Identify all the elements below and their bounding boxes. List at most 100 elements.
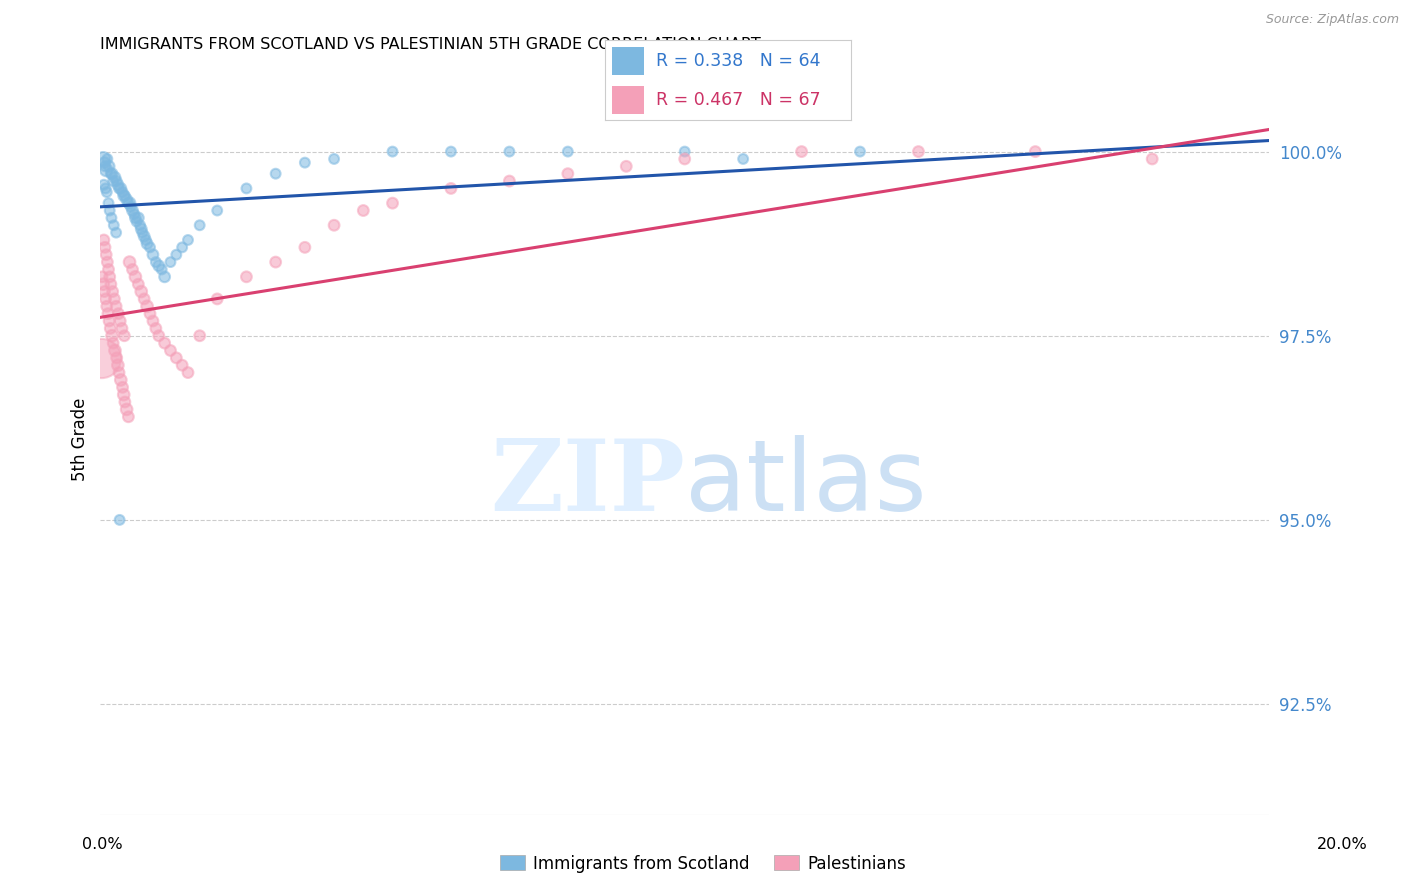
Point	[145, 255, 167, 269]
Point	[103, 219, 125, 233]
Point	[93, 233, 115, 247]
Point	[177, 366, 200, 380]
Point	[129, 219, 152, 233]
Point	[111, 185, 134, 199]
Point	[188, 219, 211, 233]
Point	[134, 292, 156, 306]
Point	[97, 307, 120, 321]
Point	[96, 299, 118, 313]
Point	[96, 152, 118, 166]
Point	[117, 196, 139, 211]
Point	[93, 178, 115, 192]
Point	[145, 321, 167, 335]
Point	[294, 240, 316, 254]
Point	[557, 167, 579, 181]
Text: 0.0%: 0.0%	[83, 838, 122, 852]
Point	[101, 285, 124, 299]
Point	[440, 145, 463, 159]
Point	[101, 328, 124, 343]
Point	[97, 262, 120, 277]
Point	[121, 262, 143, 277]
Point	[117, 409, 139, 424]
Point	[177, 233, 200, 247]
Point	[110, 314, 132, 328]
Point	[108, 513, 131, 527]
Text: Source: ZipAtlas.com: Source: ZipAtlas.com	[1265, 13, 1399, 27]
Point	[1024, 145, 1046, 159]
Point	[112, 328, 135, 343]
Point	[148, 259, 170, 273]
Point	[498, 145, 520, 159]
Point	[125, 214, 148, 228]
Point	[136, 236, 159, 251]
Point	[107, 178, 129, 192]
Point	[172, 240, 194, 254]
Point	[124, 269, 146, 284]
Text: R = 0.338   N = 64: R = 0.338 N = 64	[657, 52, 821, 70]
Text: ZIP: ZIP	[489, 435, 685, 533]
Point	[103, 336, 125, 351]
Point	[127, 211, 149, 225]
Point	[105, 174, 128, 188]
Point	[135, 233, 157, 247]
Point	[103, 174, 125, 188]
Point	[114, 188, 136, 202]
Point	[118, 196, 141, 211]
Point	[323, 219, 346, 233]
Point	[104, 170, 127, 185]
Point	[111, 321, 134, 335]
Point	[114, 395, 136, 409]
Point	[440, 181, 463, 195]
Legend: Immigrants from Scotland, Palestinians: Immigrants from Scotland, Palestinians	[494, 848, 912, 880]
Point	[235, 181, 257, 195]
Point	[105, 351, 128, 365]
Point	[98, 314, 121, 328]
Point	[142, 248, 165, 262]
Point	[148, 328, 170, 343]
Point	[98, 321, 121, 335]
Point	[139, 240, 162, 254]
Point	[101, 167, 124, 181]
Point	[188, 328, 211, 343]
Point	[110, 181, 132, 195]
Point	[150, 262, 173, 277]
Point	[115, 402, 138, 417]
Text: atlas: atlas	[685, 435, 927, 533]
Point	[849, 145, 872, 159]
Point	[264, 167, 287, 181]
Point	[91, 152, 114, 166]
Point	[205, 292, 228, 306]
Point	[96, 255, 118, 269]
Point	[1140, 152, 1163, 166]
Point	[108, 181, 131, 195]
Point	[98, 203, 121, 218]
Point	[381, 196, 404, 211]
Point	[557, 145, 579, 159]
Point	[91, 269, 114, 284]
Point	[136, 299, 159, 313]
Point	[100, 211, 122, 225]
Point	[172, 358, 194, 372]
Point	[97, 196, 120, 211]
Point	[104, 343, 127, 358]
Point	[159, 255, 181, 269]
Point	[129, 285, 152, 299]
Point	[673, 152, 696, 166]
Point	[90, 351, 112, 365]
Point	[127, 277, 149, 292]
Point	[96, 248, 118, 262]
Point	[122, 207, 145, 221]
Point	[103, 292, 125, 306]
Point	[235, 269, 257, 284]
Point	[205, 203, 228, 218]
Point	[294, 155, 316, 169]
Point	[98, 159, 121, 173]
Point	[790, 145, 813, 159]
Point	[614, 159, 637, 173]
Text: IMMIGRANTS FROM SCOTLAND VS PALESTINIAN 5TH GRADE CORRELATION CHART: IMMIGRANTS FROM SCOTLAND VS PALESTINIAN …	[100, 37, 761, 53]
Point	[94, 181, 117, 195]
Point	[153, 336, 176, 351]
Point	[131, 226, 153, 240]
Point	[96, 163, 118, 178]
Point	[165, 248, 187, 262]
